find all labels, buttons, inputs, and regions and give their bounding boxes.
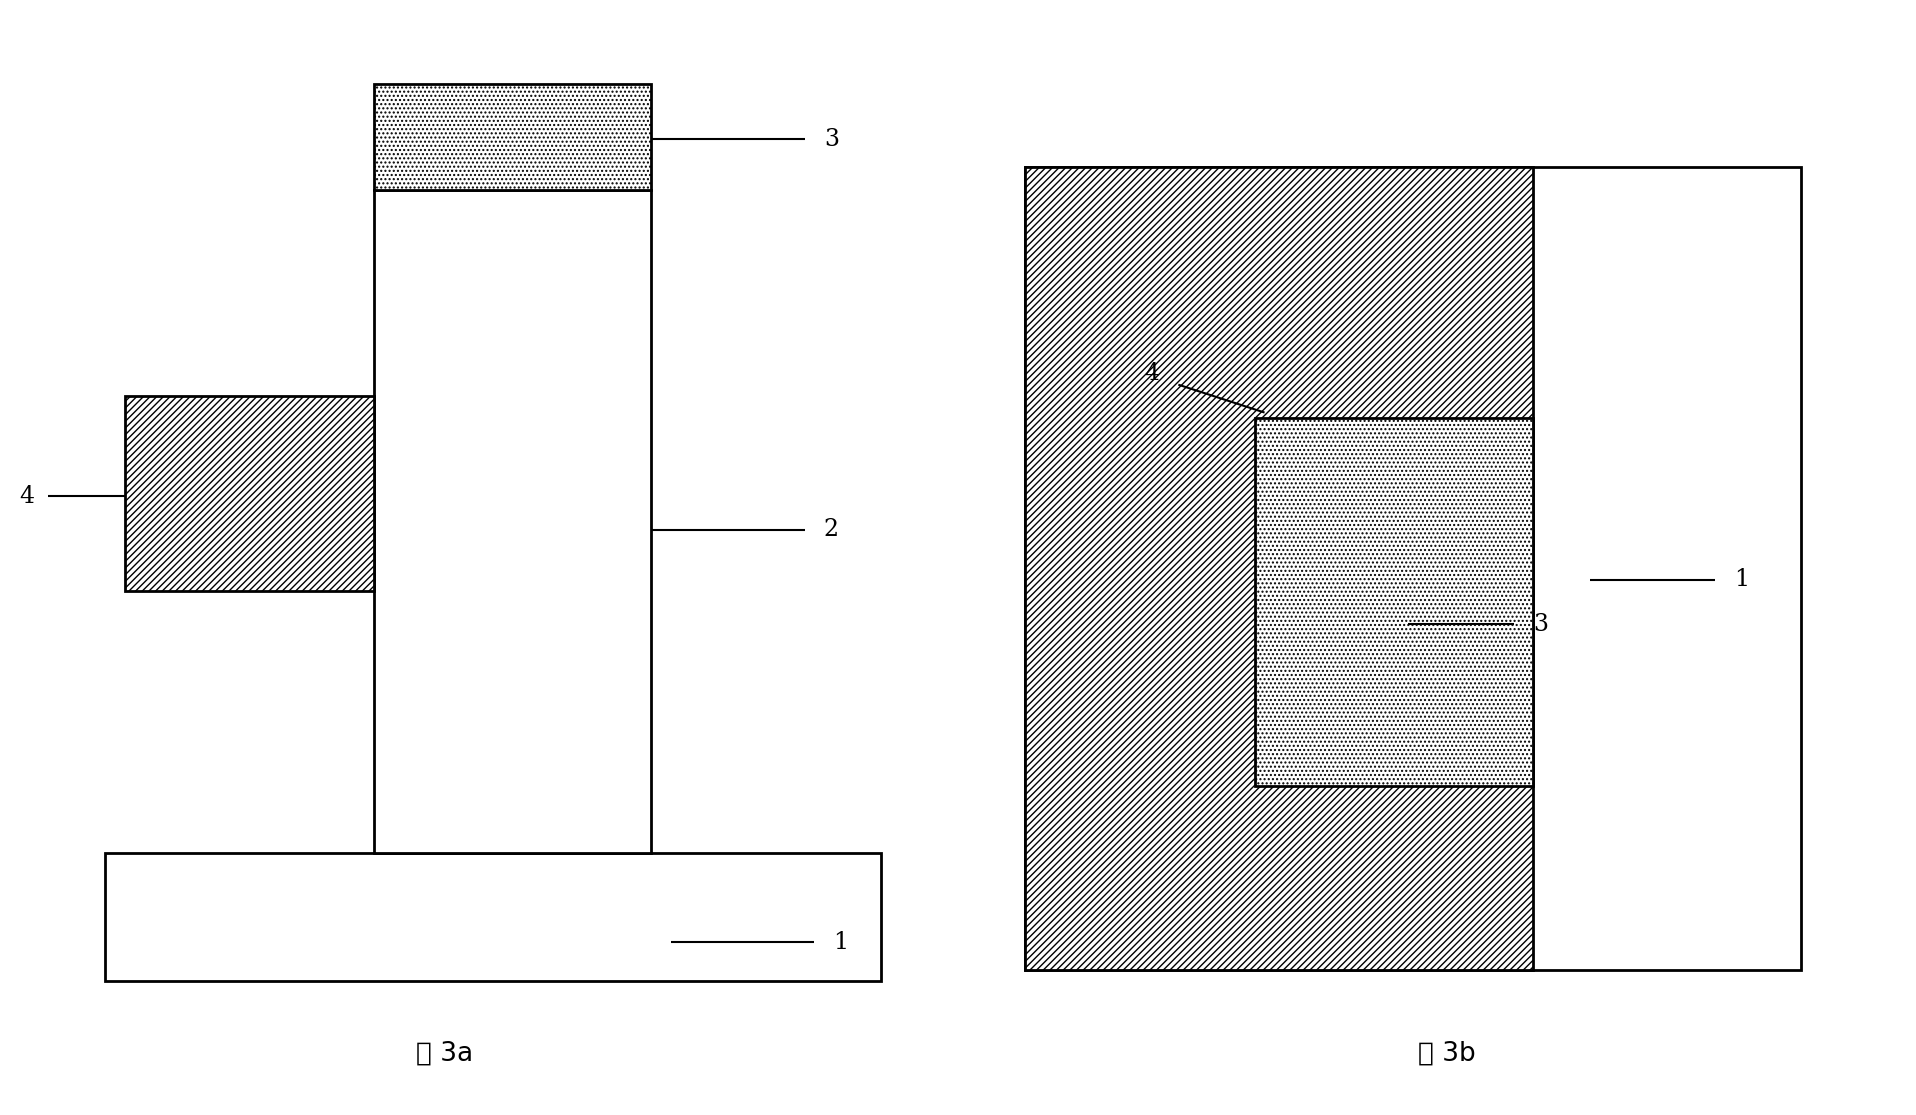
Text: 2: 2	[824, 518, 839, 541]
Bar	[125, 396, 374, 591]
Bar	[105, 853, 881, 981]
Bar	[1255, 418, 1533, 786]
Text: 4: 4	[19, 485, 34, 507]
Text: 图 3b: 图 3b	[1418, 1040, 1475, 1067]
Bar	[374, 190, 651, 853]
Text: 1: 1	[833, 931, 849, 953]
Bar	[1025, 167, 1801, 970]
Text: 1: 1	[1734, 569, 1749, 591]
Text: 3: 3	[1533, 613, 1548, 636]
Bar	[1025, 167, 1533, 970]
Bar	[374, 84, 651, 190]
Text: 4: 4	[1144, 362, 1159, 385]
Text: 3: 3	[824, 128, 839, 151]
Text: 图 3a: 图 3a	[416, 1040, 473, 1067]
